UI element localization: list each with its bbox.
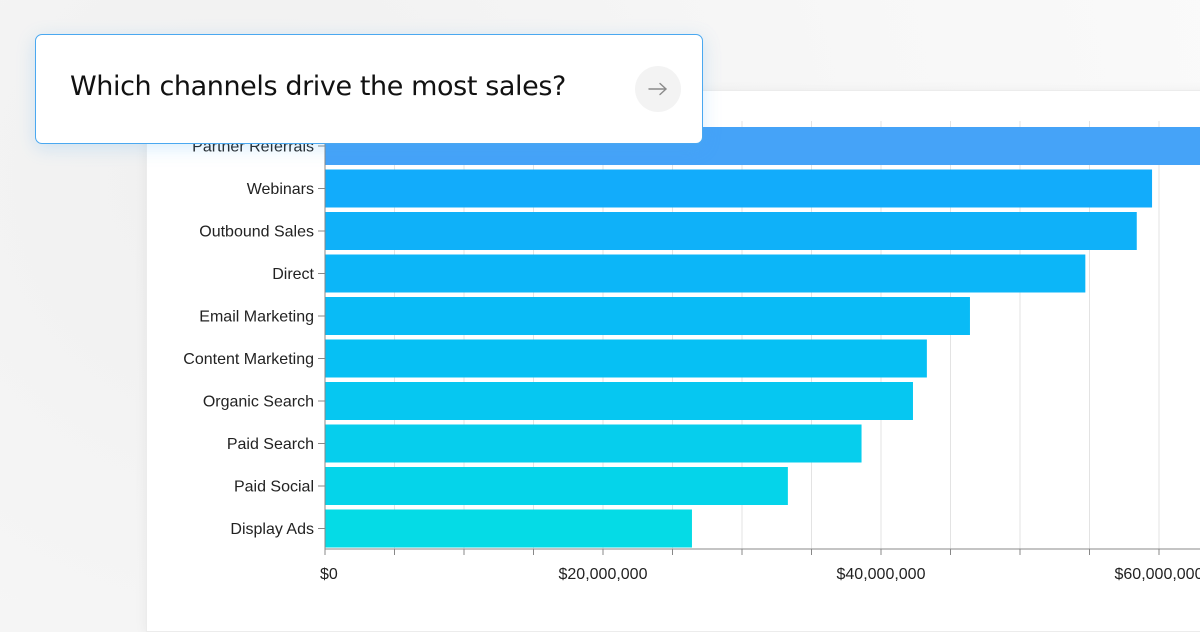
arrow-right-icon <box>648 82 667 96</box>
x-tick-label: $40,000,000 <box>837 566 926 583</box>
category-label: Display Ads <box>230 521 314 538</box>
bar-webinars[interactable] <box>325 169 1153 208</box>
bar-direct[interactable] <box>325 254 1086 293</box>
category-label: Webinars <box>247 181 314 198</box>
bar-paid-social[interactable] <box>325 467 788 505</box>
category-label: Organic Search <box>203 394 314 411</box>
bar-email-marketing[interactable] <box>325 297 970 335</box>
bar-content-marketing[interactable] <box>325 339 927 378</box>
x-tick-label: $60,000,000 <box>1115 566 1200 583</box>
bar-display-ads[interactable] <box>325 509 692 548</box>
category-label: Direct <box>272 266 314 283</box>
bar-paid-search[interactable] <box>325 424 862 463</box>
category-label: Paid Social <box>234 479 314 496</box>
x-tick-label: $0 <box>320 566 338 583</box>
question-box[interactable]: Which channels drive the most sales? <box>35 34 703 144</box>
bar-organic-search[interactable] <box>325 382 913 420</box>
category-label: Content Marketing <box>183 351 314 368</box>
category-label: Email Marketing <box>199 309 314 326</box>
x-tick-label: $20,000,000 <box>559 566 648 583</box>
chart-card: Partner Referrals Webinars Outbound Sales D… <box>146 90 1200 632</box>
category-label: Paid Search <box>227 436 314 453</box>
submit-button[interactable] <box>635 66 681 112</box>
question-text: Which channels drive the most sales? <box>70 71 566 102</box>
bar-outbound-sales[interactable] <box>325 212 1137 250</box>
category-label: Outbound Sales <box>199 224 314 241</box>
